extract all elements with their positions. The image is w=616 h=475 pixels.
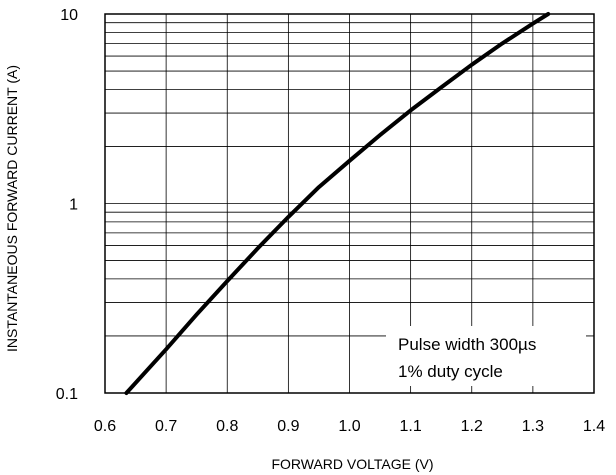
x-tick-label: 1.3 xyxy=(522,418,544,435)
y-tick-label: 1 xyxy=(69,197,78,214)
x-tick-label: 0.8 xyxy=(216,418,238,435)
x-tick-label: 1.4 xyxy=(583,418,605,435)
x-tick-label: 1.1 xyxy=(400,418,422,435)
plot-frame xyxy=(104,13,595,394)
forward-current-curve xyxy=(124,12,551,395)
y-tick-label: 0.1 xyxy=(56,386,78,403)
y-tick-label: 10 xyxy=(60,7,78,24)
annotation-pulse-width: Pulse width 300µs xyxy=(398,335,536,354)
y-tick-labels: 0.1 1 10 xyxy=(56,7,78,403)
x-tick-label: 1.2 xyxy=(461,418,483,435)
x-tick-labels: 0.6 0.7 0.8 0.9 1.0 1.1 1.2 1.3 1.4 xyxy=(94,418,605,435)
grid xyxy=(104,14,595,394)
annotation-duty-cycle: 1% duty cycle xyxy=(398,362,503,381)
y-axis-label: INSTANTANEOUS FORWARD CURRENT (A) xyxy=(4,65,20,352)
x-axis-label: FORWARD VOLTAGE (V) xyxy=(271,456,433,472)
annotation-background xyxy=(386,326,586,386)
x-tick-label: 0.9 xyxy=(277,418,299,435)
x-tick-label: 0.6 xyxy=(94,418,116,435)
x-tick-label: 0.7 xyxy=(155,418,177,435)
x-tick-label: 1.0 xyxy=(338,418,360,435)
